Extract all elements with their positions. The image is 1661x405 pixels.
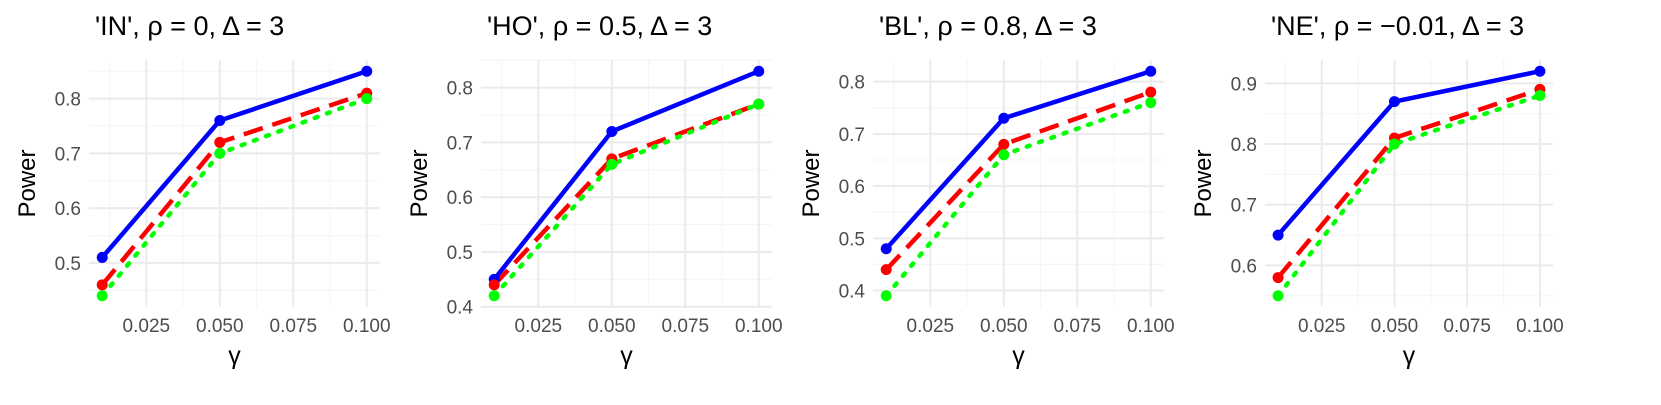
panel-title: 'HO', ρ = 0.5, Δ = 3 xyxy=(487,11,712,41)
data-point xyxy=(1534,65,1546,77)
data-point xyxy=(361,65,373,77)
data-point xyxy=(361,93,373,105)
x-tick-label: 0.100 xyxy=(1516,316,1564,337)
series-line-2 xyxy=(100,90,368,287)
x-axis-label: γ xyxy=(1012,342,1025,370)
series-line-3 xyxy=(883,100,1154,299)
series-line-2 xyxy=(1276,87,1541,280)
x-axis-label: γ xyxy=(228,342,241,370)
y-tick-label: 0.8 xyxy=(55,90,81,111)
x-tick-label: 0.075 xyxy=(1443,316,1491,337)
panel-3: 0.025 0.050 0.075 0.100 0.4 0.5 0.6 0.7 0.8 γ Powe… xyxy=(798,11,1175,370)
x-tick-label: 0.025 xyxy=(907,316,955,337)
series-line-1 xyxy=(1276,69,1541,237)
series-line-1 xyxy=(492,69,760,281)
y-tick-label: 0.8 xyxy=(447,79,473,100)
data-point xyxy=(1272,229,1284,241)
y-tick-label: 0.6 xyxy=(839,177,865,198)
data-point xyxy=(753,98,765,110)
data-point xyxy=(1534,90,1546,102)
x-tick-label: 0.075 xyxy=(662,316,710,337)
y-axis-label: Power xyxy=(1190,149,1217,217)
panel-title: 'IN', ρ = 0, Δ = 3 xyxy=(95,11,284,41)
data-point xyxy=(880,264,892,276)
data-point xyxy=(753,65,765,77)
x-tick-label: 0.050 xyxy=(196,316,244,337)
y-tick-label: 0.6 xyxy=(447,188,473,209)
data-point xyxy=(96,251,108,263)
y-tick-label: 0.4 xyxy=(839,282,866,303)
x-tick-label: 0.100 xyxy=(343,316,391,337)
y-axis-label: Power xyxy=(14,149,41,217)
y-tick-label: 0.5 xyxy=(447,243,473,264)
y-tick-label: 0.4 xyxy=(447,298,474,319)
panel-4: 0.025 0.050 0.075 0.100 0.6 0.7 0.8 0.9 γ Power 'N… xyxy=(1190,11,1564,370)
data-point xyxy=(998,138,1010,150)
data-point xyxy=(214,136,226,148)
panel-1: 0.025 0.050 0.075 0.100 0.5 0.6 0.7 0.8 γ Power 'I… xyxy=(14,11,391,370)
y-tick-label: 0.8 xyxy=(839,73,865,94)
y-tick-label: 0.5 xyxy=(839,229,865,250)
y-tick-label: 0.8 xyxy=(1231,135,1257,156)
x-tick-label: 0.075 xyxy=(1054,316,1102,337)
series-line-3 xyxy=(99,96,370,299)
data-point xyxy=(488,290,500,302)
data-point xyxy=(1272,290,1284,302)
data-point xyxy=(488,279,500,291)
panel-2: 0.025 0.050 0.075 0.100 0.4 0.5 0.6 0.7 0.8 γ Powe… xyxy=(406,11,783,370)
x-tick-label: 0.025 xyxy=(515,316,563,337)
data-point xyxy=(1272,272,1284,284)
data-point xyxy=(1145,86,1157,98)
x-axis-label: γ xyxy=(620,342,633,370)
x-tick-label: 0.050 xyxy=(588,316,636,337)
series-line-3 xyxy=(1275,93,1543,299)
y-axis-label: Power xyxy=(406,149,433,217)
y-tick-label: 0.9 xyxy=(1231,74,1257,95)
y-tick-label: 0.6 xyxy=(1231,256,1257,277)
data-point xyxy=(96,290,108,302)
data-point xyxy=(998,112,1010,124)
data-point xyxy=(214,147,226,159)
x-axis-label: γ xyxy=(1403,342,1416,370)
x-tick-label: 0.100 xyxy=(1127,316,1175,337)
data-point xyxy=(606,125,618,137)
data-point xyxy=(1388,96,1400,108)
y-tick-label: 0.7 xyxy=(1231,196,1257,217)
data-point xyxy=(1145,65,1157,77)
x-tick-label: 0.050 xyxy=(1371,316,1419,337)
data-point xyxy=(880,243,892,255)
data-point xyxy=(606,158,618,170)
y-axis-label: Power xyxy=(798,149,825,217)
data-point xyxy=(214,115,226,127)
panel-title: 'NE', ρ = −0.01, Δ = 3 xyxy=(1271,11,1524,41)
series-line-2 xyxy=(492,101,760,287)
x-tick-label: 0.025 xyxy=(1298,316,1346,337)
series-line-2 xyxy=(884,89,1152,272)
y-tick-label: 0.7 xyxy=(447,133,473,154)
data-point xyxy=(880,290,892,302)
y-tick-label: 0.7 xyxy=(55,144,81,165)
data-point xyxy=(1145,97,1157,109)
data-point xyxy=(998,149,1010,161)
y-tick-label: 0.7 xyxy=(839,125,865,146)
data-point xyxy=(1388,138,1400,150)
y-tick-label: 0.5 xyxy=(55,254,81,275)
series-line-3 xyxy=(491,101,762,299)
panel-title: 'BL', ρ = 0.8, Δ = 3 xyxy=(879,11,1097,41)
data-point xyxy=(96,279,108,291)
x-tick-label: 0.075 xyxy=(270,316,318,337)
x-tick-label: 0.100 xyxy=(735,316,783,337)
x-tick-label: 0.025 xyxy=(123,316,171,337)
x-tick-label: 0.050 xyxy=(980,316,1028,337)
y-tick-label: 0.6 xyxy=(55,199,81,220)
